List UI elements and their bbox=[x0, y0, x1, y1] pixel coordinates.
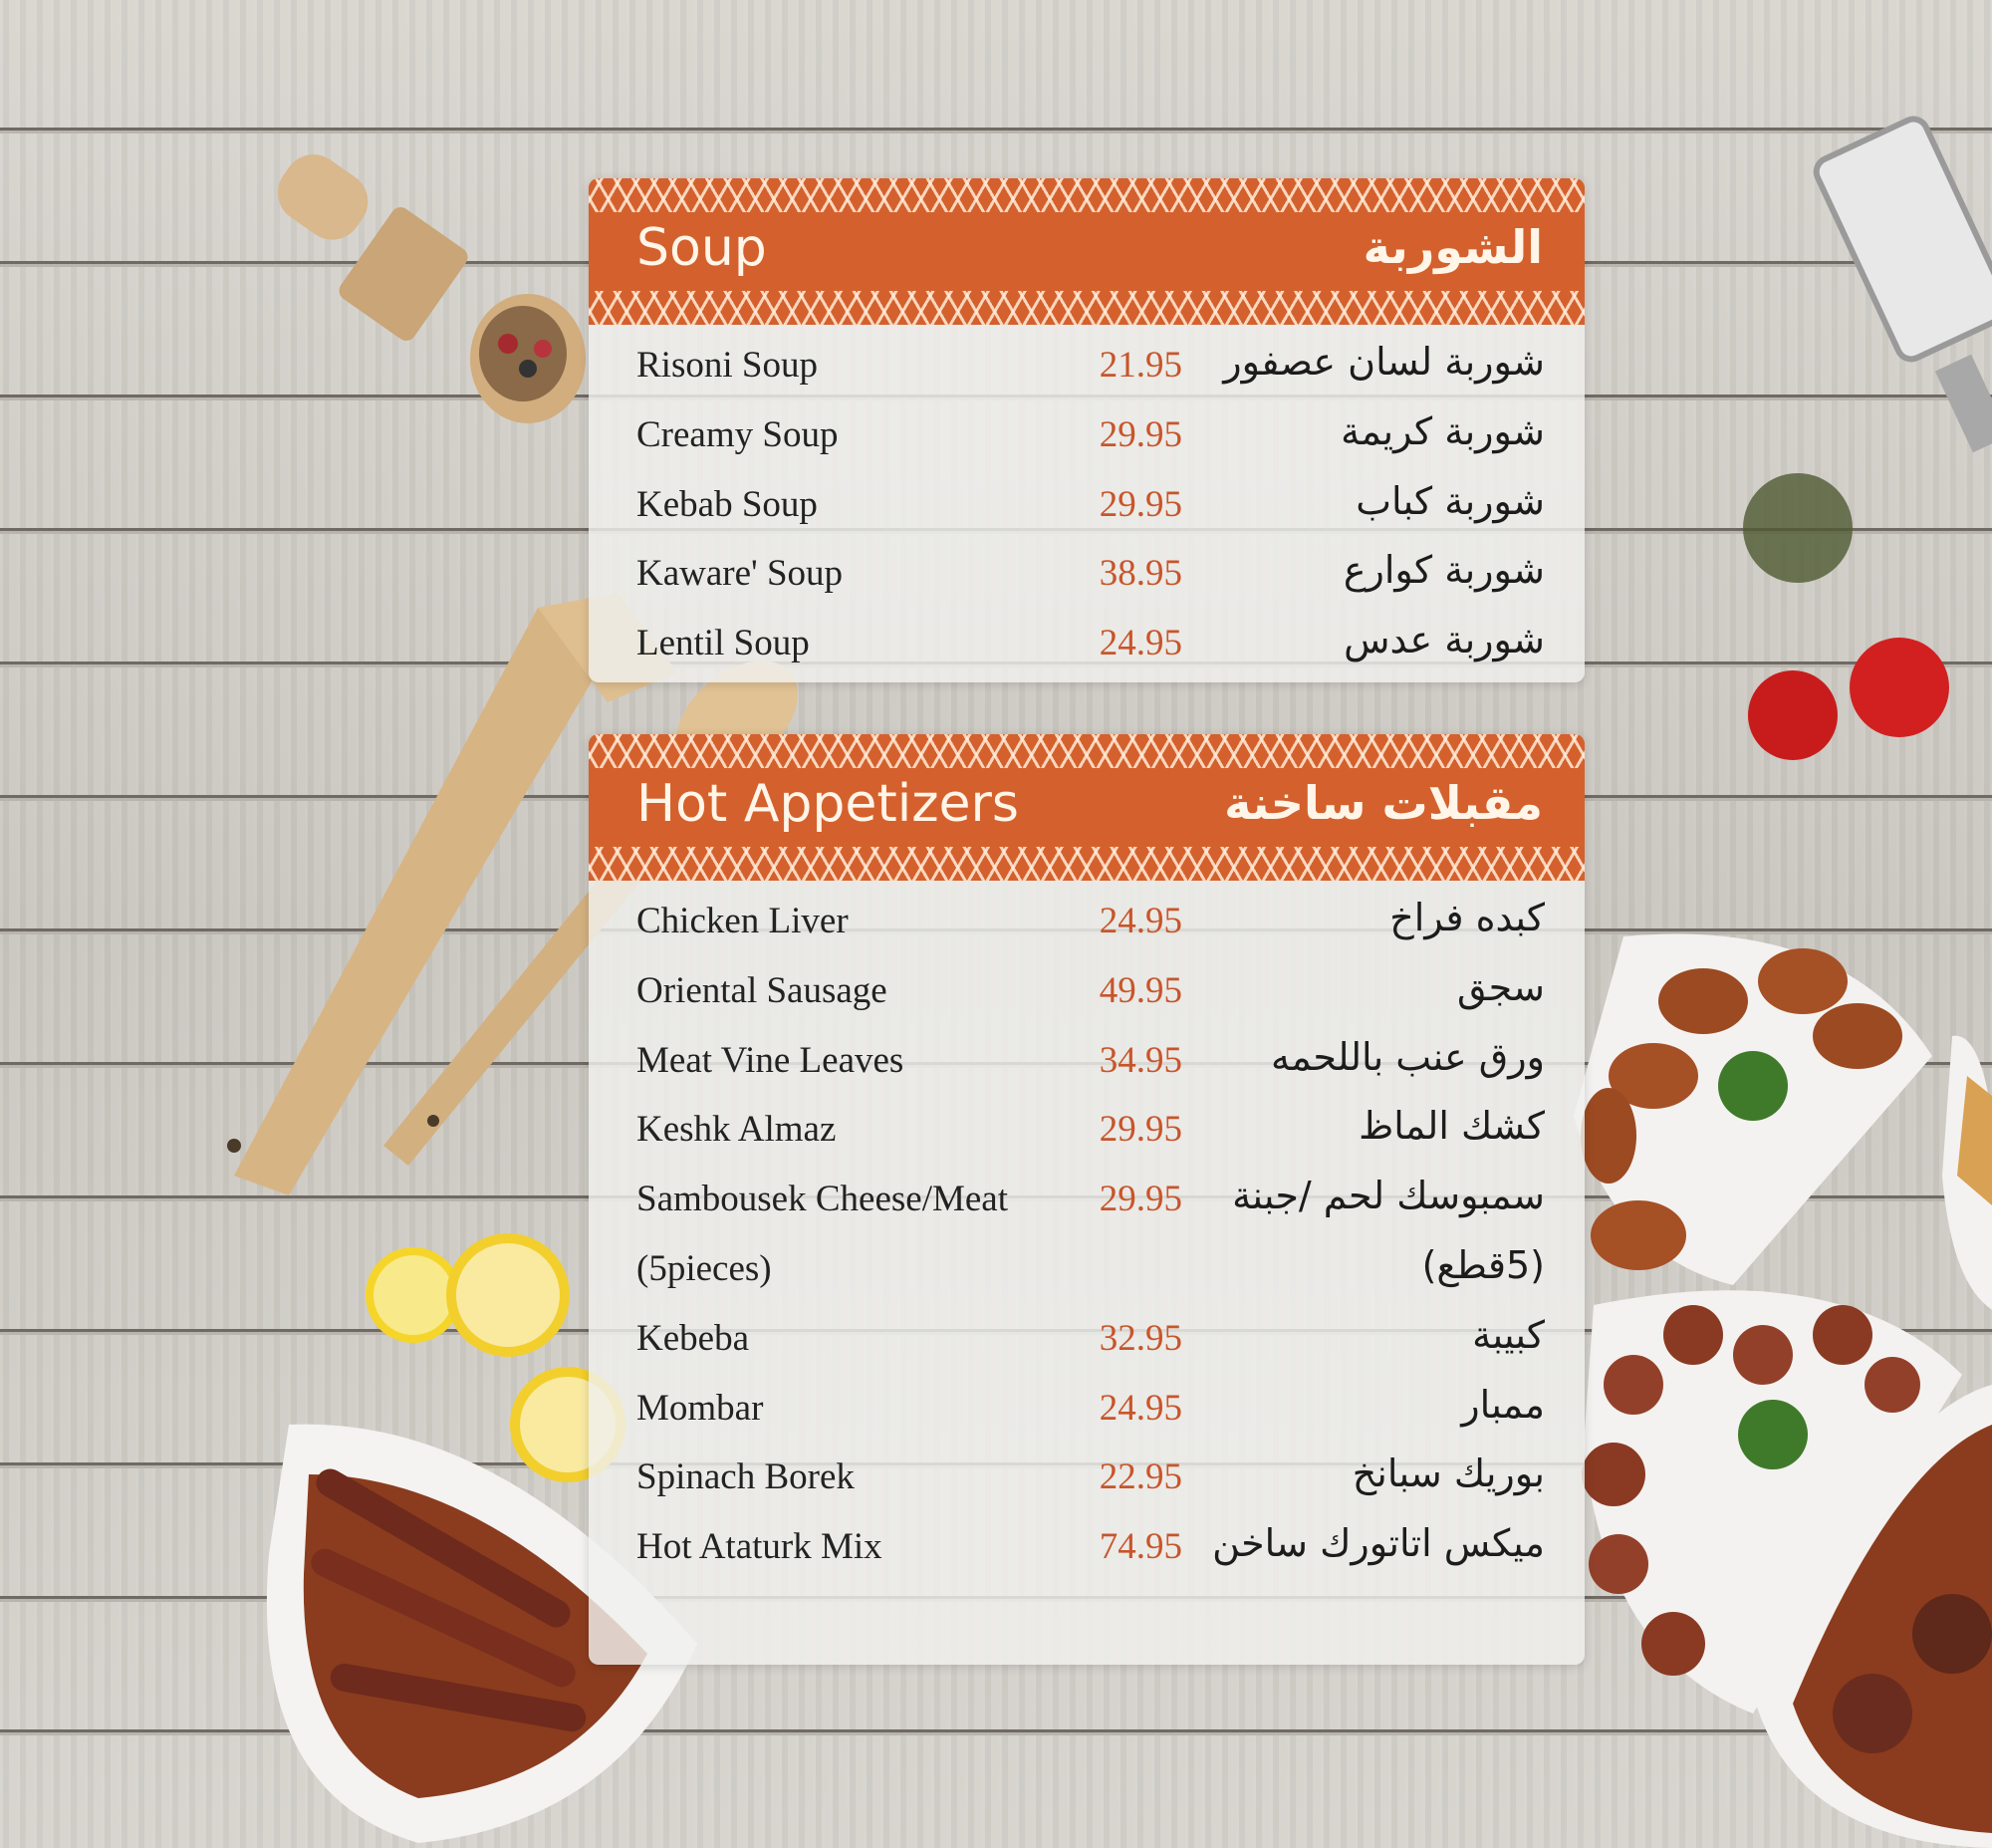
item-name: Risoni Soup bbox=[636, 345, 818, 386]
item-price: 22.95 bbox=[1099, 1456, 1182, 1498]
item-price: 32.95 bbox=[1099, 1317, 1182, 1359]
item-name: Oriental Sausage bbox=[636, 969, 887, 1011]
menu-item-row: Hot Ataturk Mix 74.95 ميكس اتاتورك ساخن bbox=[589, 1517, 1585, 1577]
item-name-arabic: بوريك سبانخ bbox=[1352, 1452, 1545, 1496]
item-name-arabic: ميكس اتاتورك ساخن bbox=[1212, 1521, 1545, 1566]
item-price: 29.95 bbox=[1099, 1179, 1182, 1220]
item-name-arabic: شوربة كباب bbox=[1356, 478, 1545, 523]
section-title: Soup bbox=[636, 218, 767, 278]
tomato-icon bbox=[1748, 638, 1949, 760]
item-name-arabic: ورق عنب باللحمه bbox=[1271, 1034, 1545, 1079]
item-name-arabic: كشك الماظ bbox=[1359, 1104, 1545, 1149]
item-price: 24.95 bbox=[1099, 901, 1182, 941]
menu-item-row: Mombar 24.95 ممبار bbox=[589, 1379, 1585, 1439]
item-name: Sambousek Cheese/Meat bbox=[636, 1179, 1008, 1220]
menu-item-row: Oriental Sausage 49.95 سجق bbox=[589, 961, 1585, 1021]
item-name: Lentil Soup bbox=[636, 623, 810, 664]
herbs-icon bbox=[1743, 473, 1853, 583]
menu-item-row: Keshk Almaz 29.95 كشك الماظ bbox=[589, 1100, 1585, 1160]
item-name-arabic: شوربة عدس bbox=[1344, 618, 1545, 662]
item-name-arabic: شوربة كريمة bbox=[1341, 408, 1545, 453]
item-name-arabic: شوربة كوارع bbox=[1343, 548, 1545, 593]
item-price: 24.95 bbox=[1099, 623, 1182, 664]
item-price: 24.95 bbox=[1099, 1387, 1182, 1429]
section-title: Hot Appetizers bbox=[636, 774, 1020, 834]
item-name: Chicken Liver bbox=[636, 901, 849, 941]
hot-appetizers-header: Hot Appetizers مقبلات ساخنة bbox=[589, 734, 1585, 881]
item-price: 74.95 bbox=[1099, 1526, 1182, 1568]
ornament-border-top bbox=[589, 734, 1585, 768]
menu-item-row: Risoni Soup 21.95 شوربة لسان عصفور bbox=[589, 336, 1585, 396]
section-title-arabic: مقبلات ساخنة bbox=[1224, 776, 1543, 830]
menu-item-row: Kaware' Soup 38.95 شوربة كوارع bbox=[589, 544, 1585, 604]
item-price: 29.95 bbox=[1099, 483, 1182, 525]
wooden-scoop-icon bbox=[277, 154, 586, 423]
ornament-border-bottom bbox=[589, 847, 1585, 881]
ornament-border-bottom bbox=[589, 291, 1585, 325]
item-price: 21.95 bbox=[1099, 345, 1182, 386]
item-name: Creamy Soup bbox=[636, 413, 839, 455]
ornament-border-top bbox=[589, 178, 1585, 212]
hot-appetizers-section: Hot Appetizers مقبلات ساخنة Chicken Liver… bbox=[589, 734, 1585, 1665]
menu-item-row: Chicken Liver 24.95 كبده فراخ bbox=[589, 892, 1585, 951]
item-name: Kebab Soup bbox=[636, 483, 818, 525]
item-name: Hot Ataturk Mix bbox=[636, 1526, 882, 1568]
item-name: Mombar bbox=[636, 1387, 764, 1429]
soup-section: Soup الشوربة Risoni Soup 21.95 شوربة لسان… bbox=[589, 178, 1585, 682]
item-name: Keshk Almaz bbox=[636, 1109, 837, 1151]
item-name-arabic: شوربة لسان عصفور bbox=[1223, 340, 1545, 384]
item-price: 38.95 bbox=[1099, 553, 1182, 595]
item-name-arabic: سمبوسك لحم /جبنة bbox=[1232, 1174, 1545, 1218]
grilled-kofta-dish-icon bbox=[1582, 1290, 1962, 1714]
item-price: 49.95 bbox=[1099, 969, 1182, 1011]
menu-item-row: Sambousek Cheese/Meat 29.95 سمبوسك لحم /… bbox=[589, 1170, 1585, 1229]
item-price: 29.95 bbox=[1099, 413, 1182, 455]
menu-item-row: Lentil Soup 24.95 شوربة عدس bbox=[589, 614, 1585, 673]
menu-item-row: (5pieces) (5قطع) bbox=[589, 1239, 1585, 1299]
item-name-arabic: سجق bbox=[1456, 964, 1545, 1009]
item-name-arabic: (5قطع) bbox=[1421, 1243, 1545, 1287]
salt-shaker-icon bbox=[1813, 116, 1992, 453]
item-price: 34.95 bbox=[1099, 1039, 1182, 1081]
menu-item-row: Meat Vine Leaves 34.95 ورق عنب باللحمه bbox=[589, 1031, 1585, 1091]
menu-item-row: Kebab Soup 29.95 شوربة كباب bbox=[589, 475, 1585, 535]
menu-item-row: Creamy Soup 29.95 شوربة كريمة bbox=[589, 405, 1585, 465]
item-name: Kaware' Soup bbox=[636, 553, 844, 595]
section-title-arabic: الشوربة bbox=[1363, 220, 1543, 274]
item-name-arabic: كبيبة bbox=[1472, 1312, 1545, 1357]
item-price: 29.95 bbox=[1099, 1109, 1182, 1151]
meat-stew-dish-icon bbox=[1753, 1385, 1992, 1848]
item-name: Spinach Borek bbox=[636, 1456, 855, 1498]
item-name: Kebeba bbox=[636, 1317, 749, 1359]
item-name-arabic: ممبار bbox=[1461, 1382, 1545, 1427]
item-name-arabic: كبده فراخ bbox=[1389, 896, 1545, 939]
kibbeh-dish-icon bbox=[1574, 933, 1932, 1285]
samosa-dish-icon bbox=[1942, 1035, 1992, 1310]
menu-item-row: Spinach Borek 22.95 بوريك سبانخ bbox=[589, 1448, 1585, 1507]
item-name: (5pieces) bbox=[636, 1248, 772, 1289]
soup-header: Soup الشوربة bbox=[589, 178, 1585, 325]
item-name: Meat Vine Leaves bbox=[636, 1039, 904, 1081]
menu-item-row: Kebeba 32.95 كبيبة bbox=[589, 1309, 1585, 1369]
sausage-dish-icon bbox=[266, 1424, 697, 1843]
